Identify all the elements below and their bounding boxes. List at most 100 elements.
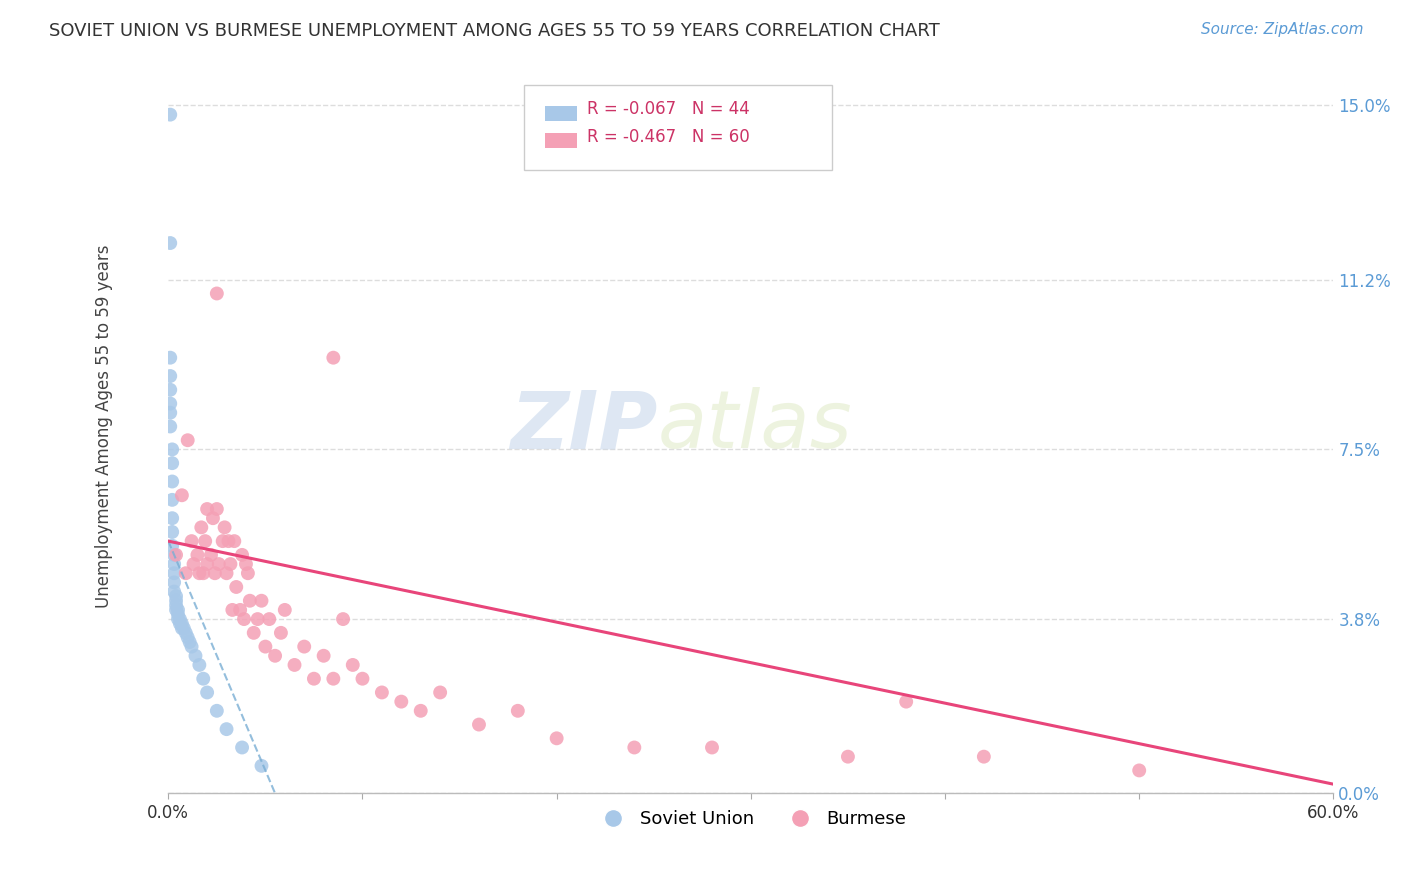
Point	[229, 603, 252, 617]
Point	[231, 740, 253, 755]
Point	[186, 548, 208, 562]
Point	[169, 616, 191, 631]
Point	[180, 534, 202, 549]
Point	[506, 704, 529, 718]
Point	[239, 593, 262, 607]
Point	[193, 566, 215, 581]
Point	[215, 566, 238, 581]
Point	[159, 383, 181, 397]
Point	[254, 640, 277, 654]
Point	[195, 557, 218, 571]
Point	[159, 419, 181, 434]
Point	[159, 406, 181, 420]
Point	[200, 548, 222, 562]
Point	[250, 759, 273, 773]
Point	[159, 369, 181, 384]
Point	[165, 603, 187, 617]
Point	[332, 612, 354, 626]
Point	[896, 695, 918, 709]
Point	[163, 548, 186, 562]
Point	[264, 648, 287, 663]
Point	[322, 351, 344, 365]
Point	[167, 607, 190, 622]
Point	[159, 351, 181, 365]
Point	[170, 621, 193, 635]
Point	[208, 557, 231, 571]
Point	[204, 566, 226, 581]
Point	[160, 492, 183, 507]
Point	[312, 648, 335, 663]
Point	[160, 456, 183, 470]
Point	[167, 603, 190, 617]
Point	[322, 672, 344, 686]
Point	[218, 534, 240, 549]
Point	[194, 534, 217, 549]
Point	[225, 580, 247, 594]
Point	[246, 612, 269, 626]
Point	[623, 740, 645, 755]
Point	[174, 625, 197, 640]
Point	[173, 621, 195, 635]
Point	[837, 749, 859, 764]
Point	[292, 640, 315, 654]
Text: SOVIET UNION VS BURMESE UNEMPLOYMENT AMONG AGES 55 TO 59 YEARS CORRELATION CHART: SOVIET UNION VS BURMESE UNEMPLOYMENT AMO…	[49, 22, 941, 40]
Point	[193, 672, 215, 686]
Point	[160, 442, 183, 457]
FancyBboxPatch shape	[523, 86, 832, 169]
Point	[389, 695, 412, 709]
Point	[205, 286, 228, 301]
Text: ZIP: ZIP	[510, 387, 658, 466]
Point	[1128, 764, 1150, 778]
Point	[270, 625, 292, 640]
Point	[231, 548, 253, 562]
Point	[159, 396, 181, 410]
Point	[205, 704, 228, 718]
Legend: Soviet Union, Burmese: Soviet Union, Burmese	[588, 803, 914, 836]
Point	[274, 603, 297, 617]
Point	[188, 566, 211, 581]
Point	[236, 566, 259, 581]
Point	[183, 557, 205, 571]
Point	[177, 631, 200, 645]
Point	[468, 717, 491, 731]
Point	[219, 557, 242, 571]
Text: atlas: atlas	[658, 387, 852, 466]
Point	[195, 502, 218, 516]
Point	[169, 612, 191, 626]
Point	[259, 612, 281, 626]
Point	[165, 548, 187, 562]
Point	[250, 593, 273, 607]
Point	[973, 749, 995, 764]
Point	[201, 511, 224, 525]
Text: Unemployment Among Ages 55 to 59 years: Unemployment Among Ages 55 to 59 years	[96, 244, 114, 608]
FancyBboxPatch shape	[544, 133, 578, 148]
Point	[159, 235, 181, 250]
Point	[163, 584, 186, 599]
Point	[163, 566, 186, 581]
Point	[160, 475, 183, 489]
Point	[170, 488, 193, 502]
Point	[233, 612, 256, 626]
Point	[224, 534, 246, 549]
FancyBboxPatch shape	[544, 106, 578, 120]
Point	[211, 534, 233, 549]
Text: R = -0.067   N = 44: R = -0.067 N = 44	[586, 100, 749, 118]
Point	[283, 657, 305, 672]
Point	[214, 520, 236, 534]
Point	[179, 635, 201, 649]
Point	[160, 511, 183, 525]
Point	[242, 625, 264, 640]
Point	[180, 640, 202, 654]
Text: R = -0.467   N = 60: R = -0.467 N = 60	[586, 128, 749, 145]
Point	[205, 502, 228, 516]
Point	[184, 648, 207, 663]
Point	[165, 599, 187, 613]
Text: Source: ZipAtlas.com: Source: ZipAtlas.com	[1201, 22, 1364, 37]
Point	[429, 685, 451, 699]
Point	[235, 557, 257, 571]
Point	[167, 612, 190, 626]
Point	[546, 731, 568, 746]
Point	[352, 672, 374, 686]
Point	[409, 704, 432, 718]
Point	[174, 566, 197, 581]
